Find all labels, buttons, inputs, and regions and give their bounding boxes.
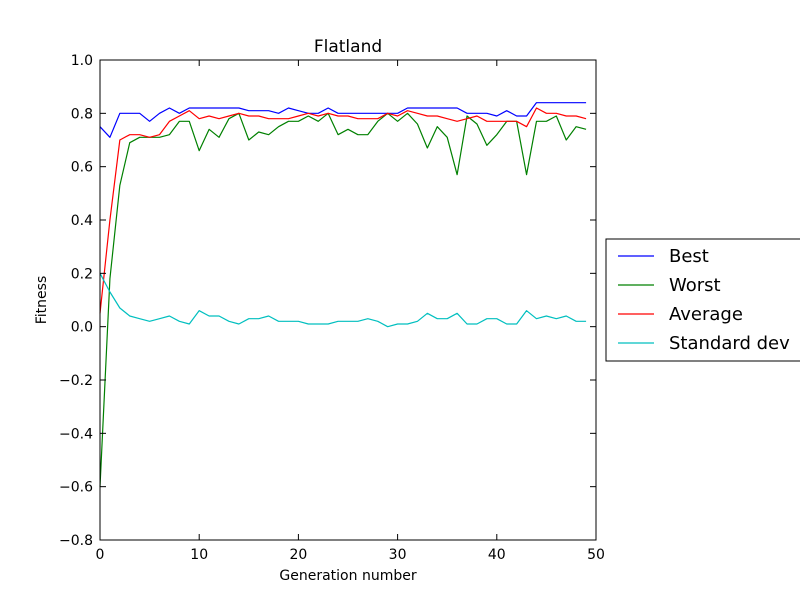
y-tick-label: 0.0 [71, 320, 93, 336]
y-axis-title: Fitness [34, 276, 50, 325]
x-tick-label: 30 [389, 547, 407, 563]
x-tick-label: 50 [587, 547, 605, 563]
x-tick-label: 10 [190, 547, 208, 563]
chart-title: Flatland [314, 37, 382, 57]
series-line-average [99, 107, 587, 314]
legend-label-best: Best [669, 246, 709, 267]
legend-label-standard-dev: Standard dev [669, 333, 790, 354]
legend-box [605, 238, 800, 362]
legend-label-average: Average [669, 304, 743, 325]
x-axis-title: Generation number [279, 568, 416, 584]
y-tick-label: −0.4 [59, 426, 93, 442]
series-layer [99, 102, 587, 487]
x-tick-label: 0 [96, 547, 105, 563]
plot-frame [99, 59, 597, 541]
series-line-standard-dev [99, 273, 587, 328]
y-tick-label: −0.2 [59, 373, 93, 389]
y-tick-label: 0.8 [71, 106, 93, 122]
y-tick-label: 1.0 [71, 53, 93, 69]
series-line-worst [99, 112, 587, 487]
x-tick-label: 20 [289, 547, 307, 563]
y-tick-label: −0.6 [59, 480, 93, 496]
legend-label-worst: Worst [669, 275, 721, 296]
series-line-best [99, 102, 587, 138]
y-tick-label: 0.2 [71, 266, 93, 282]
y-tick-label: 0.6 [71, 160, 93, 176]
y-tick-label: −0.8 [59, 533, 93, 549]
legend: Best Worst Average Standard dev [605, 238, 800, 362]
ticks-layer: 0 10 20 30 40 50 −0.8 −0.6 −0.4 −0.2 0.0 0.2 0.4 0.6 0… [59, 53, 605, 563]
y-tick-label: 0.4 [71, 213, 93, 229]
x-tick-label: 40 [488, 547, 506, 563]
